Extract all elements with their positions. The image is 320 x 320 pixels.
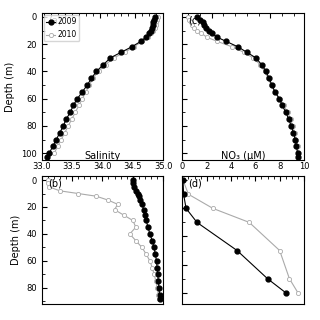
Legend: 2009, 2010: 2009, 2010 — [44, 15, 79, 42]
X-axis label: NO₃ (μM): NO₃ (μM) — [221, 151, 266, 161]
X-axis label: Salinity: Salinity — [84, 151, 121, 161]
Y-axis label: Depth (m): Depth (m) — [11, 215, 20, 265]
Text: (a): (a) — [48, 16, 61, 26]
Y-axis label: Depth (m): Depth (m) — [5, 61, 15, 112]
Text: (c): (c) — [188, 16, 202, 26]
Text: (b): (b) — [48, 179, 61, 188]
Text: (d): (d) — [188, 179, 202, 188]
